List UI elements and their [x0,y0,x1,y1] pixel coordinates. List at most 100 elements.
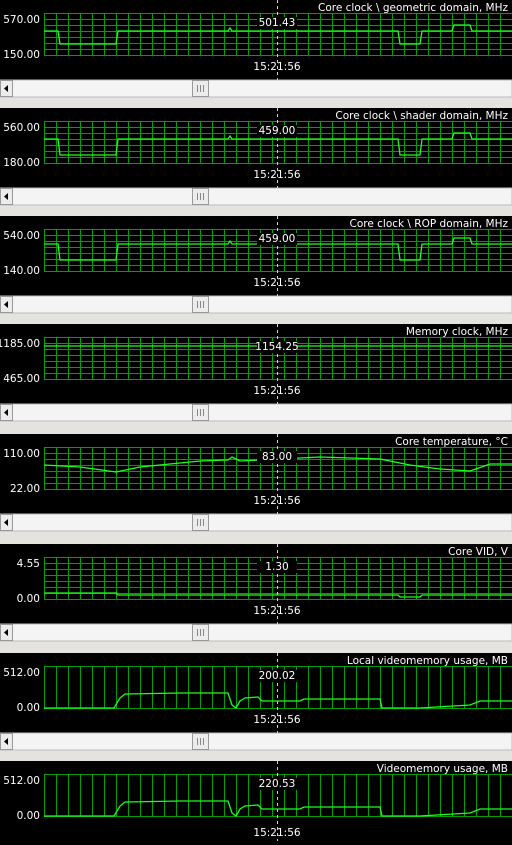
scrollbar[interactable] [0,403,512,422]
time-label: 15:21:56 [253,605,300,617]
thumb-grip [197,193,204,200]
trace [44,132,512,156]
arrow-icon [4,85,8,92]
y-max-label: 110.00 [3,448,40,460]
monitor-panel: Core clock \ shader domain, MHz 560.00 180… [0,108,512,206]
current-value: 501.43 [259,17,296,29]
label-bg [257,17,297,29]
trace [44,592,512,598]
y-max-label: 570.00 [3,14,40,26]
scrollbar[interactable] [0,79,512,98]
trace [44,800,512,817]
current-value: 1154.25 [255,341,298,353]
scrollbar-track[interactable] [0,732,512,751]
panel-title: Videomemory usage, MB [377,763,508,775]
scrollbar-track[interactable] [0,403,512,422]
y-max-label: 1185.00 [0,338,40,350]
current-value: 200.02 [259,670,296,682]
label-bg [0,121,42,134]
trace [44,24,512,45]
label-bg [257,778,297,790]
time-label: 15:21:56 [253,277,300,289]
monitor-panel: Memory clock, MHz 1185.00 465.00 1154.25 15:… [0,324,512,422]
arrow-icon [4,409,8,416]
label-bg [0,592,42,605]
panel-title: Core clock \ ROP domain, MHz [349,218,508,230]
scrollbar-track[interactable] [0,79,512,98]
thumb-grip [197,738,204,745]
arrow-icon [4,629,8,636]
label-bg [0,482,42,495]
label-bg [257,670,297,682]
y-max-label: 512.00 [3,775,40,787]
label-bg [257,561,297,573]
label-bg [257,451,297,463]
y-max-label: 512.00 [3,667,40,679]
scrollbar[interactable] [0,513,512,532]
label-bg [257,341,297,353]
label-bg [257,125,297,137]
panel-title: Core clock \ shader domain, MHz [335,110,508,122]
label-bg [0,701,42,714]
y-min-label: 465.00 [3,373,40,385]
y-max-label: 560.00 [3,122,40,134]
monitor-panel: Core temperature, °C 110.00 22.00 83.00 15:2… [0,434,512,532]
scrollbar[interactable] [0,623,512,642]
scrollbar-track[interactable] [0,623,512,642]
label-bg [0,48,42,61]
thumb-grip [197,85,204,92]
time-label: 15:21:56 [253,495,300,507]
thumb-grip [197,519,204,526]
time-label: 15:21:56 [253,827,300,839]
scrollbar-track[interactable] [0,513,512,532]
current-value: 83.00 [262,451,292,463]
current-value: 1.30 [265,561,288,573]
label-bg [0,264,42,277]
thumb-grip [197,301,204,308]
label-bg [0,774,42,787]
panel-title: Core clock \ geometric domain, MHz [318,2,508,14]
scrollbar-track[interactable] [0,187,512,206]
thumb-grip [197,409,204,416]
arrow-icon [4,519,8,526]
trace [44,692,512,709]
current-value: 459.00 [259,125,296,137]
time-label: 15:21:56 [253,385,300,397]
label-bg [0,557,42,570]
thumb-grip [197,629,204,636]
y-max-label: 4.55 [17,558,40,570]
y-max-label: 540.00 [3,230,40,242]
y-min-label: 0.00 [17,593,40,605]
y-min-label: 150.00 [3,49,40,61]
arrow-icon [4,738,8,745]
label-bg [0,447,42,460]
label-bg [0,809,42,822]
label-bg [0,372,42,385]
scrollbar[interactable] [0,732,512,751]
monitor-panel: Core VID, V 4.55 0.00 1.30 15:21:56 [0,544,512,642]
y-min-label: 180.00 [3,157,40,169]
label-bg [0,666,42,679]
panel-title: Local videomemory usage, MB [347,655,508,667]
scrollbar[interactable] [0,187,512,206]
scrollbar[interactable] [0,295,512,314]
time-label: 15:21:56 [253,714,300,726]
panel-title: Memory clock, MHz [406,326,509,338]
monitor-panel: Core clock \ ROP domain, MHz 540.00 140.00… [0,216,512,314]
current-value: 220.53 [259,778,296,790]
panel-title: Core temperature, °C [395,436,508,448]
label-bg [0,337,42,350]
monitor-panel: Core clock \ geometric domain, MHz 570.00… [0,0,512,98]
panel-title: Core VID, V [448,546,509,558]
label-bg [0,156,42,169]
label-bg [0,229,42,242]
trace [44,237,512,261]
scrollbar-track[interactable] [0,295,512,314]
time-label: 15:21:56 [253,169,300,181]
y-min-label: 22.00 [10,483,40,495]
arrow-icon [4,193,8,200]
monitor-panel: Videomemory usage, MB 512.00 0.00 220.53 15:… [0,761,512,845]
arrow-icon [4,301,8,308]
y-min-label: 0.00 [17,810,40,822]
